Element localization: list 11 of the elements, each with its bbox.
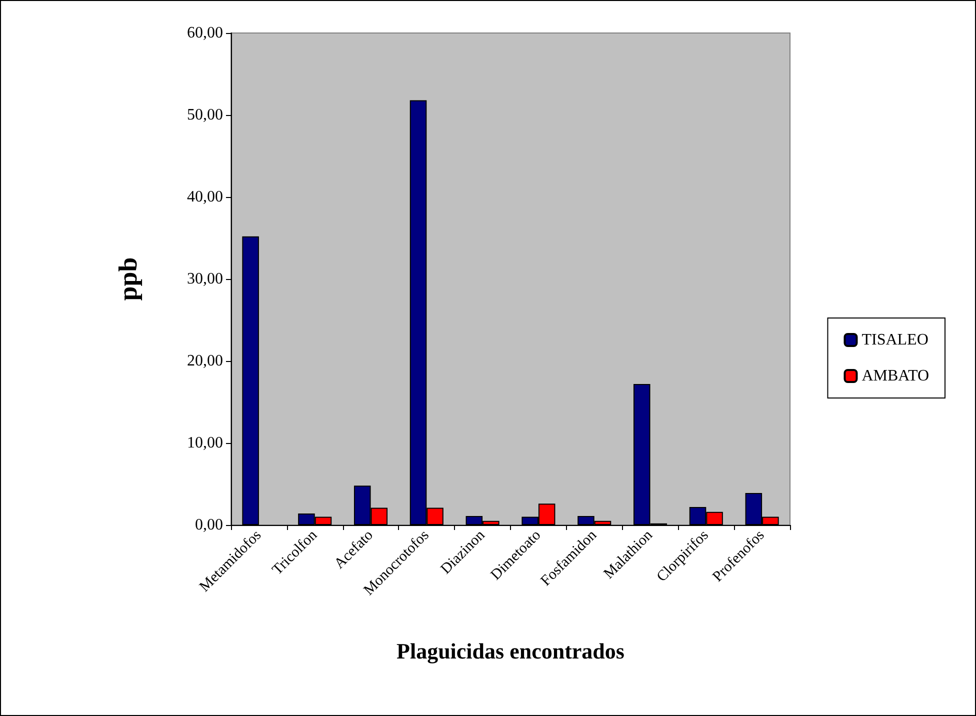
legend-label: TISALEO bbox=[862, 332, 928, 348]
y-tick-label: 40,00 bbox=[187, 188, 223, 206]
y-tick-label: 30,00 bbox=[187, 270, 223, 288]
y-axis-title: ppb bbox=[114, 257, 142, 301]
y-tick-label: 50,00 bbox=[187, 106, 223, 124]
legend-label: AMBATO bbox=[862, 368, 930, 384]
y-tick-label: 0,00 bbox=[195, 516, 223, 534]
y-tick-label: 60,00 bbox=[187, 24, 223, 42]
y-tick-label: 20,00 bbox=[187, 352, 223, 370]
x-axis-title: Plaguicidas encontrados bbox=[396, 638, 625, 664]
y-tick-label: 10,00 bbox=[187, 434, 223, 452]
